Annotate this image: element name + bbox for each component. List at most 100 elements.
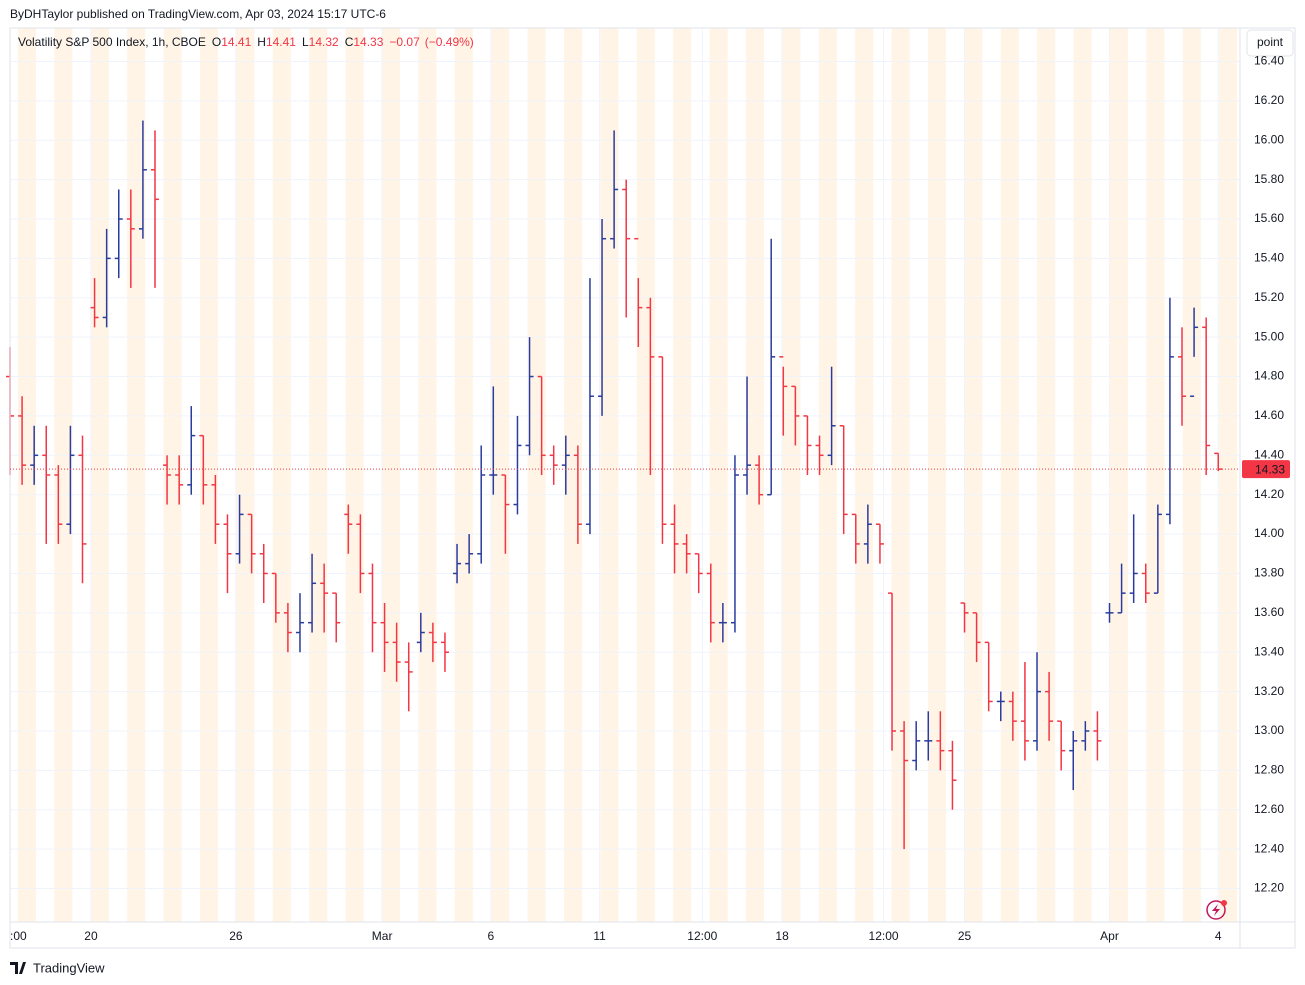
- y-tick-label: 14.80: [1254, 369, 1284, 383]
- ohlc-bar: [18, 396, 27, 485]
- ohlc-bar: [573, 445, 582, 544]
- ohlc-bar: [416, 612, 425, 653]
- ohlc-bar: [936, 711, 945, 771]
- ohlc-bar: [779, 356, 788, 436]
- ohlc-bar: [1093, 711, 1102, 761]
- y-tick-label: 12.80: [1254, 763, 1284, 777]
- ohlc-bar: [791, 385, 800, 446]
- extended-hours: [345, 28, 364, 922]
- y-tick-label: 14.60: [1254, 408, 1284, 422]
- h-value: 14.41: [266, 35, 296, 49]
- ohlc-bar: [755, 455, 764, 505]
- ohlc-bar: [1081, 721, 1090, 751]
- l-value: 14.32: [309, 35, 339, 49]
- extended-hours: [236, 28, 255, 922]
- ohlc-bar: [126, 189, 135, 288]
- y-tick-label: 12.40: [1254, 841, 1284, 855]
- extended-hours: [746, 28, 764, 922]
- ohlc-bar: [114, 189, 123, 279]
- extended-hours: [1000, 28, 1019, 922]
- ohlc-bar: [1178, 327, 1187, 426]
- ohlc-bar: [489, 386, 498, 495]
- x-tick-label: 18: [775, 929, 789, 943]
- extended-hours: [1182, 28, 1201, 922]
- extended-hours: [491, 28, 510, 922]
- ohlc-bar: [404, 642, 413, 712]
- ohlc-bar: [767, 238, 776, 496]
- extended-hours: [782, 28, 801, 922]
- ohlc-bar: [513, 415, 522, 515]
- ohlc-bar: [66, 425, 75, 535]
- legend-header: Volatility S&P 500 Index, 1h, CBOE O14.41…: [18, 35, 474, 49]
- x-tick-label: Mar: [372, 929, 393, 943]
- ohlc-bar: [54, 465, 63, 544]
- o-value: 14.41: [221, 35, 251, 49]
- x-tick-label: 11: [593, 929, 606, 943]
- ohlc-bar: [392, 622, 401, 682]
- y-tick-label: 14.40: [1254, 447, 1284, 461]
- ohlc-bar: [259, 543, 268, 603]
- extended-hours: [18, 28, 36, 922]
- ohlc-bar: [694, 553, 703, 594]
- extended-hours: [709, 28, 728, 922]
- ohlc-bar: [308, 553, 317, 633]
- y-tick-label: 12.20: [1254, 881, 1284, 895]
- ohlc-bar: [90, 278, 99, 328]
- ohlc-bar: [803, 415, 812, 475]
- extended-hours: [891, 28, 910, 922]
- ohlc-bar: [187, 406, 196, 495]
- y-tick-label: 15.80: [1254, 172, 1284, 186]
- l-label: L: [302, 35, 309, 49]
- bars: [6, 120, 1223, 850]
- extended-hours: [818, 28, 837, 922]
- ohlc-bar: [1117, 563, 1126, 614]
- ohlc-bar: [247, 513, 256, 574]
- ohlc-bar: [1141, 563, 1150, 603]
- extended-hours: [1073, 28, 1092, 922]
- extended-hours: [855, 28, 874, 922]
- extended-hours: [90, 28, 109, 922]
- ohlc-bar: [622, 179, 631, 318]
- ohlc-bar: [428, 622, 437, 663]
- extended-hours: [527, 28, 546, 922]
- extended-hours: [1110, 28, 1128, 922]
- x-tick-label: :00: [10, 929, 27, 943]
- y-tick-label: 13.20: [1254, 684, 1284, 698]
- extended-hours: [200, 28, 218, 922]
- ohlc-bar: [549, 445, 558, 485]
- ohlc-bar: [356, 514, 365, 594]
- change-pct: (−0.49%): [425, 35, 474, 49]
- ohlc-bar: [598, 219, 607, 416]
- extended-hours: [454, 28, 473, 922]
- y-tick-label: 15.60: [1254, 211, 1284, 225]
- grid: [9, 28, 1240, 922]
- ohlc-bar: [984, 641, 993, 712]
- x-tick-label: 20: [84, 929, 98, 943]
- ohlc-bar: [368, 563, 377, 653]
- ohlc-bar: [477, 445, 486, 564]
- ohlc-bar: [30, 425, 39, 485]
- ohlc-bar: [888, 592, 897, 751]
- extended-hours: [418, 28, 437, 922]
- ohlc-bar: [78, 435, 87, 584]
- ohlc-bar: [996, 691, 1005, 722]
- ohlc-bar: [150, 130, 159, 288]
- ohlc-bar: [465, 534, 474, 574]
- ohlc-bar: [223, 514, 232, 594]
- ohlc-bar: [1153, 504, 1162, 594]
- extended-hours: [1037, 28, 1056, 922]
- chart-frame: [9, 27, 1296, 949]
- ohlc-bar: [851, 513, 860, 564]
- ohlc-bar: [1033, 652, 1042, 751]
- ohlc-bar: [1202, 317, 1211, 475]
- ohlc-bar: [646, 297, 655, 475]
- extended-hours: [382, 28, 400, 922]
- scale-button-label[interactable]: point: [1257, 35, 1284, 49]
- ohlc-bar: [1057, 720, 1066, 771]
- x-tick-label: 26: [229, 929, 243, 943]
- attribution: ByDHTaylor published on TradingView.com,…: [10, 7, 386, 21]
- x-tick-label: Apr: [1100, 929, 1119, 943]
- x-tick-label: 12:00: [869, 929, 899, 943]
- scale-button[interactable]: [1246, 29, 1294, 57]
